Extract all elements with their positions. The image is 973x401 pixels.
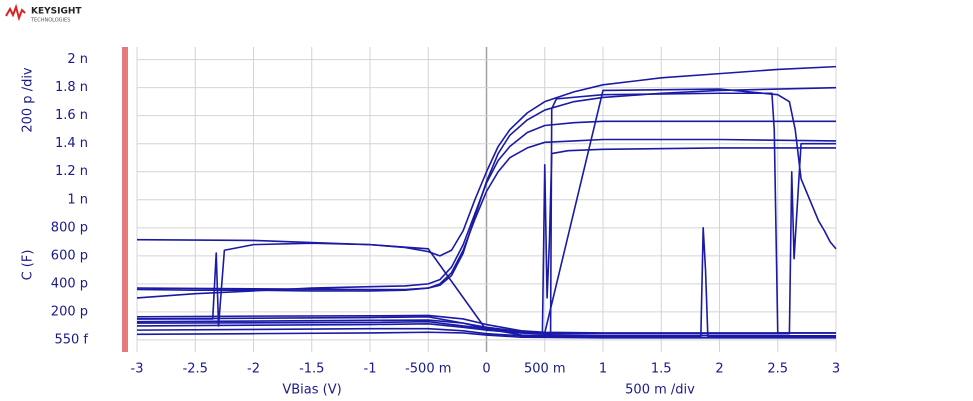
y-tick-label: 1.8 n	[55, 80, 88, 95]
curve	[136, 120, 836, 299]
x-tick-label: 1	[599, 362, 607, 377]
x-tick-label: 0	[482, 362, 490, 377]
x-tick-label: 1.5	[651, 362, 672, 377]
x-scale-label: 500 m /div	[625, 383, 695, 398]
x-tick-label: -1	[364, 362, 377, 377]
y-tick-label: 200 p	[51, 304, 88, 319]
curve	[136, 314, 836, 334]
y-tick-label: 550 f	[54, 332, 88, 347]
x-tick-label: 2.5	[767, 362, 788, 377]
y-axis-title: C (F)	[21, 250, 36, 281]
x-axis-title: VBias (V)	[282, 383, 341, 398]
curve	[136, 147, 836, 334]
curve	[137, 142, 836, 335]
x-tick-label: 2	[715, 362, 723, 377]
x-tick-label: -1.5	[299, 362, 324, 377]
y-tick-label: 400 p	[51, 276, 88, 291]
x-tick-label: -2.5	[183, 362, 208, 377]
x-tick-label: -500 m	[405, 362, 451, 377]
y-tick-label: 1 n	[67, 192, 88, 207]
logo-icon	[5, 3, 26, 22]
x-tick-label: -2	[247, 362, 260, 377]
y-tick-label: 800 p	[51, 220, 88, 235]
brand-sub: TECHNOLOGIES	[30, 18, 70, 24]
brand: KEYSIGHT	[31, 7, 82, 17]
y-scale-label: 200 p /div	[21, 67, 36, 133]
side-bar	[122, 47, 128, 352]
curve	[136, 319, 836, 337]
curve	[136, 227, 836, 338]
x-tick-label: 3	[832, 362, 840, 377]
y-tick-label: 1.4 n	[55, 136, 88, 151]
curve	[136, 331, 836, 339]
y-tick-label: 2 n	[67, 52, 88, 67]
x-tick-label: 500 m	[524, 362, 566, 377]
x-tick-label: -3	[131, 362, 144, 377]
y-tick-label: 600 p	[51, 248, 88, 263]
curve	[136, 92, 836, 335]
y-tick-label: 1.2 n	[55, 164, 88, 179]
curve	[136, 138, 837, 292]
y-tick-label: 1.6 n	[55, 108, 88, 123]
